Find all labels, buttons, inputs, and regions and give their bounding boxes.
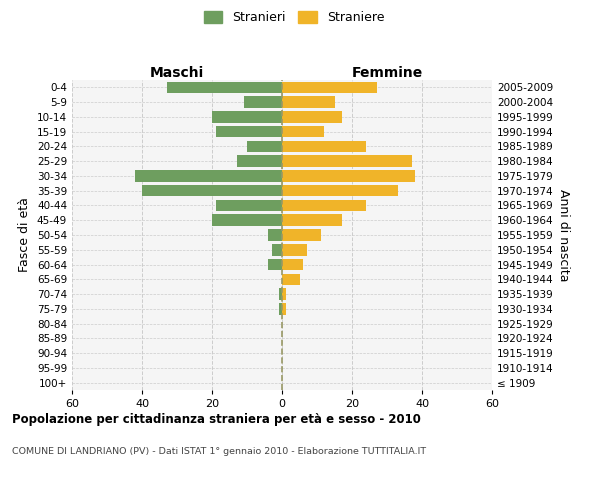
Bar [215,200,282,211]
Bar [135,170,282,181]
Bar [236,156,282,167]
Legend: Stranieri, Straniere: Stranieri, Straniere [199,6,389,29]
Bar [282,170,415,181]
Bar [271,244,282,256]
Bar [282,140,366,152]
Bar [212,111,282,122]
Bar [282,244,307,256]
Bar [282,259,303,270]
Bar [212,214,282,226]
Bar [282,126,324,138]
Bar [282,274,299,285]
Bar [268,229,282,241]
Bar [278,288,282,300]
Bar [247,140,282,152]
Bar [282,214,341,226]
Text: COMUNE DI LANDRIANO (PV) - Dati ISTAT 1° gennaio 2010 - Elaborazione TUTTITALIA.: COMUNE DI LANDRIANO (PV) - Dati ISTAT 1°… [12,448,426,456]
Bar [142,185,282,196]
Bar [282,303,286,314]
Bar [278,303,282,314]
Bar [282,96,335,108]
Y-axis label: Anni di nascita: Anni di nascita [557,188,570,281]
Bar [282,156,412,167]
Bar [282,229,320,241]
Bar [282,200,366,211]
Bar [244,96,282,108]
Bar [268,259,282,270]
Text: Popolazione per cittadinanza straniera per età e sesso - 2010: Popolazione per cittadinanza straniera p… [12,412,421,426]
Bar [282,111,341,122]
Bar [282,185,398,196]
Y-axis label: Fasce di età: Fasce di età [19,198,31,272]
Text: Femmine: Femmine [352,66,422,80]
Bar [215,126,282,138]
Bar [282,82,377,93]
Bar [167,82,282,93]
Text: Maschi: Maschi [150,66,204,80]
Bar [282,288,286,300]
